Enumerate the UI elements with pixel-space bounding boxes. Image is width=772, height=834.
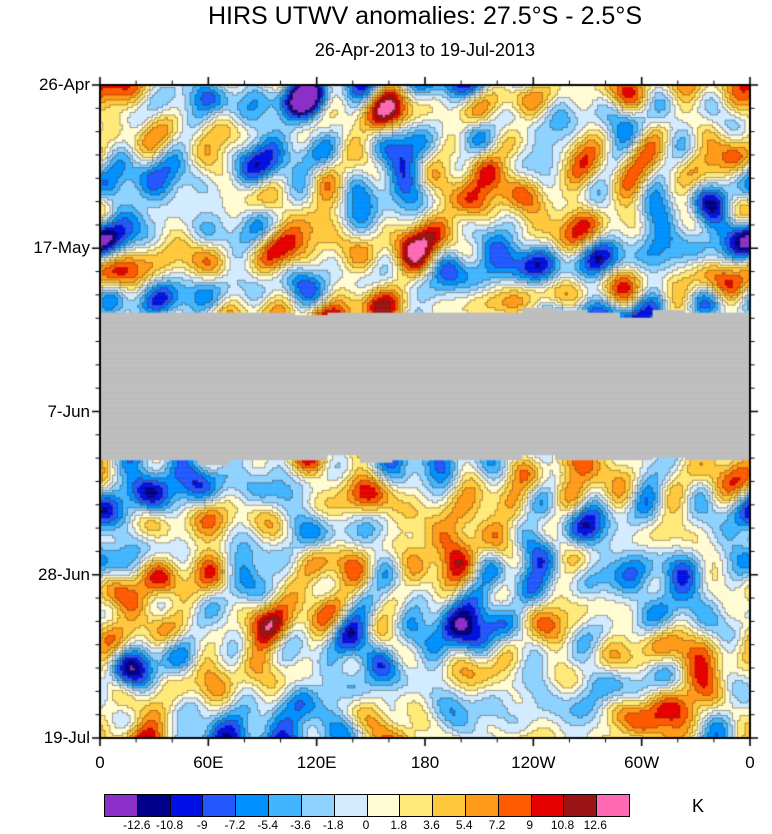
chart-title: HIRS UTWV anomalies: 27.5°S - 2.5°S [207,2,643,30]
colorbar-cell [235,795,269,816]
longitude-tick-label: 0 [745,753,755,772]
colorbar-tick-label: -1.8 [322,818,344,832]
longitude-tick-label: 120W [511,753,556,772]
colorbar-cell [497,795,531,816]
colorbar-cell [530,795,564,816]
time-tick-label: 28-Jun [38,564,90,584]
colorbar-cell [169,795,203,816]
colorbar-tick-label: -10.8 [155,818,184,832]
colorbar-tick-label: 3.6 [423,818,440,832]
colorbar-tick-label: 5.4 [455,818,473,832]
colorbar-tick-label: -7.2 [224,818,246,832]
longitude-tick-label: 0 [95,753,105,772]
longitude-tick-label: 60E [193,753,224,772]
colorbar [104,794,630,817]
colorbar-units-label: K [692,796,705,816]
chart-subtitle: 26-Apr-2013 to 19-Jul-2013 [314,40,536,60]
colorbar-cell [464,795,498,816]
longitude-tick-label: 60W [624,753,660,772]
colorbar-cell [333,795,367,816]
colorbar-cell [202,795,236,816]
colorbar-tick-label: 1.8 [390,818,408,832]
colorbar-tick-label: 0 [362,818,370,832]
colorbar-cell [596,795,629,816]
colorbar-tick-label: 7.2 [488,818,506,832]
colorbar-tick-label: 12.6 [583,818,607,832]
colorbar-cell [105,795,137,816]
longitude-tick-label: 120E [296,753,337,772]
colorbar-cell [432,795,465,816]
colorbar-cell [563,795,597,816]
colorbar-cell [268,795,301,816]
colorbar-tick-label: -12.6 [123,818,151,832]
colorbar-tick-label: -9 [196,818,208,832]
colorbar-tick-label: 9 [526,818,534,832]
colorbar-cell [136,795,170,816]
colorbar-cell [366,795,400,816]
time-tick-label: 7-Jun [47,401,90,421]
colorbar-tick-label: 10.8 [550,818,575,832]
time-tick-label: 26-Apr [38,75,90,94]
colorbar-cell [399,795,433,816]
colorbar-tick-labels: -12.6 -10.8 -9 -7.2 -5.4 -3.6 -1.8 0 1.8 3.6 5.4 7.… [104,818,628,832]
colorbar-cell [300,795,334,816]
time-tick-label: 19-Jul [43,728,90,747]
time-tick-label: 17-May [33,238,90,258]
longitude-tick-label: 180 [410,753,440,772]
colorbar-tick-label: -3.6 [290,818,311,832]
colorbar-tick-label: -5.4 [257,818,279,832]
